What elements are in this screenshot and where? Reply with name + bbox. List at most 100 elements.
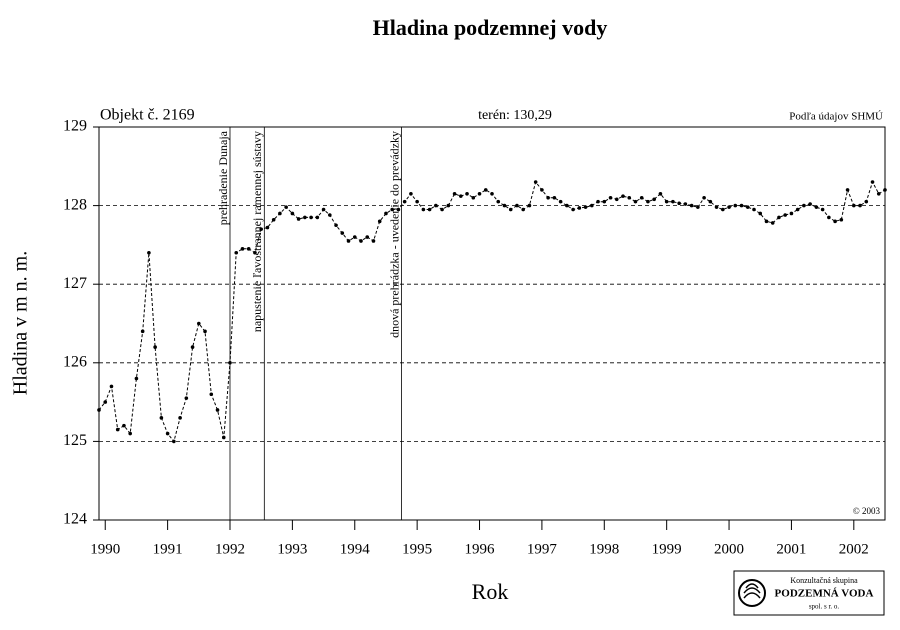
data-point (552, 195, 557, 200)
y-axis-label: Hladina v m n. m. (10, 251, 32, 395)
data-point (334, 223, 338, 228)
data-point (396, 207, 401, 212)
data-point (827, 215, 831, 220)
data-point (571, 207, 575, 212)
data-point (833, 219, 837, 224)
copyright: © 2003 (853, 506, 881, 516)
data-point (153, 345, 157, 349)
data-point (203, 329, 207, 334)
data-point (533, 180, 538, 184)
y-tick-label: 128 (63, 196, 87, 213)
data-point (234, 250, 239, 255)
data-point (820, 207, 825, 212)
x-tick-label: 2002 (839, 541, 869, 557)
data-point (483, 188, 488, 192)
data-point (714, 205, 719, 209)
data-point (309, 215, 313, 220)
logo-line: Konzultačná skupina (790, 576, 858, 585)
data-point (190, 345, 195, 349)
data-point (303, 215, 307, 220)
x-tick-label: 1992 (215, 541, 245, 557)
data-point (733, 203, 738, 208)
data-point (359, 239, 363, 243)
x-axis-label: Rok (472, 579, 509, 604)
data-point (783, 213, 787, 217)
data-point (515, 203, 519, 208)
x-tick-label: 1996 (465, 541, 496, 557)
data-point (633, 199, 638, 204)
data-point (858, 203, 862, 208)
data-point (664, 199, 669, 204)
data-point (259, 227, 263, 231)
data-point (184, 396, 189, 400)
data-point (839, 217, 844, 222)
data-point (115, 427, 120, 432)
data-point (371, 239, 376, 243)
x-tick-label: 1991 (153, 541, 183, 557)
data-point (739, 203, 744, 208)
data-point (340, 231, 345, 235)
data-point (390, 207, 394, 212)
data-point (165, 431, 170, 436)
data-point (446, 203, 451, 208)
data-point (178, 416, 182, 420)
data-point (290, 211, 295, 216)
logo-box (733, 570, 885, 616)
data-point (246, 247, 251, 251)
data-point (315, 215, 320, 220)
logo-line: spol. s r. o. (809, 603, 840, 611)
data-point (271, 217, 276, 222)
y-tick-label: 126 (63, 353, 87, 370)
data-point (546, 195, 550, 200)
data-point (608, 195, 613, 200)
data-point (365, 235, 370, 239)
data-point (328, 213, 332, 217)
data-point (284, 205, 288, 209)
data-point (122, 423, 126, 428)
data-point (758, 211, 763, 216)
data-point (727, 205, 731, 209)
data-point (658, 192, 663, 196)
x-tick-label: 1999 (652, 541, 682, 557)
data-point (852, 203, 856, 208)
x-tick-label: 1997 (527, 541, 558, 557)
data-point (870, 180, 875, 184)
data-point (140, 329, 145, 334)
data-point (621, 194, 625, 198)
data-point (596, 199, 600, 204)
data-point (627, 195, 632, 200)
object-label: Objekt č. 2169 (100, 107, 195, 124)
plot-frame (98, 126, 886, 521)
event-label: prehradenie Dunaja (216, 130, 230, 225)
data-point (502, 203, 507, 208)
data-point (689, 203, 694, 208)
data-point (296, 217, 301, 221)
x-tick-label: 1998 (589, 541, 619, 557)
data-point (590, 203, 594, 208)
logo-icon (738, 579, 766, 607)
data-point (876, 192, 881, 196)
y-tick-label: 125 (63, 432, 87, 449)
logo: Konzultačná skupina PODZEMNÁ VODA spol. … (733, 570, 885, 616)
data-point (583, 205, 588, 209)
data-point (128, 431, 132, 436)
data-point (265, 225, 270, 230)
data-point (814, 205, 819, 209)
data-point (777, 215, 781, 220)
x-tick-label: 1995 (402, 541, 432, 557)
data-point (789, 211, 794, 216)
data-point (278, 211, 282, 216)
data-point (490, 192, 494, 196)
data-point (228, 361, 232, 365)
data-point (421, 207, 426, 212)
data-point (434, 203, 438, 208)
data-point (708, 199, 713, 204)
data-point (752, 207, 756, 212)
data-point (883, 188, 887, 192)
data-point (508, 207, 513, 212)
data-point (802, 203, 806, 208)
data-point (159, 416, 164, 420)
data-point (172, 439, 176, 444)
data-point (602, 199, 607, 204)
